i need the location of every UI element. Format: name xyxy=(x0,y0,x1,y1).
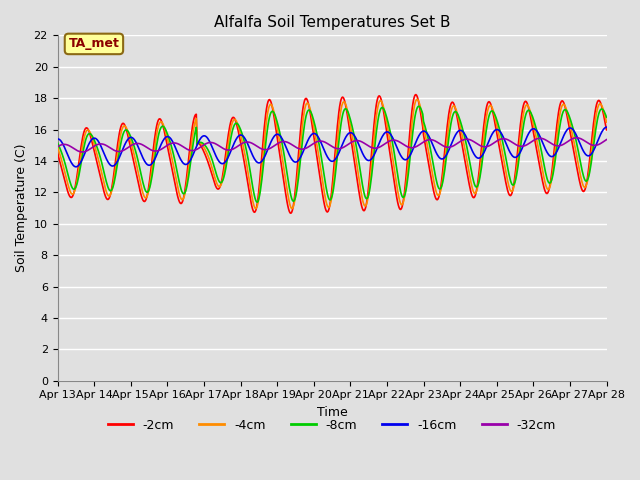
Text: TA_met: TA_met xyxy=(68,37,120,50)
Legend: -2cm, -4cm, -8cm, -16cm, -32cm: -2cm, -4cm, -8cm, -16cm, -32cm xyxy=(103,414,561,437)
X-axis label: Time: Time xyxy=(317,406,348,419)
Title: Alfalfa Soil Temperatures Set B: Alfalfa Soil Temperatures Set B xyxy=(214,15,451,30)
Y-axis label: Soil Temperature (C): Soil Temperature (C) xyxy=(15,144,28,272)
